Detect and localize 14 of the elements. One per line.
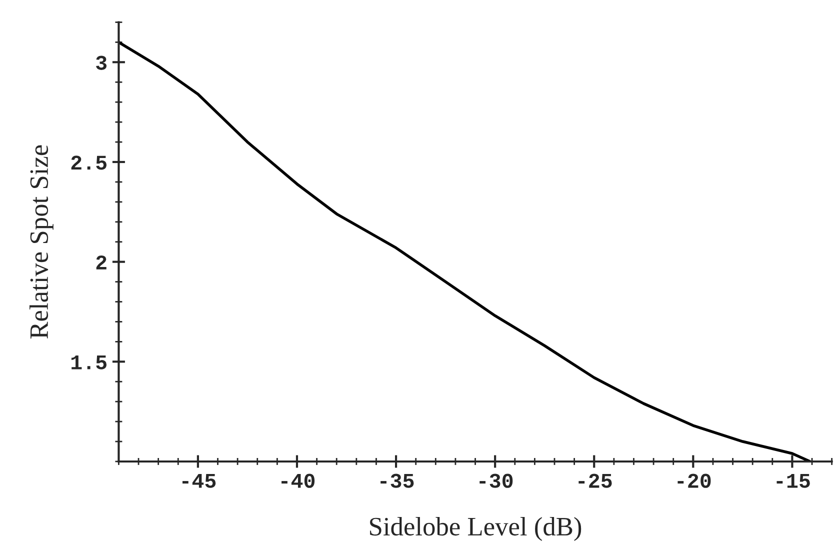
y-tick-label: 3 <box>96 56 107 70</box>
x-tick-label: -45 <box>182 474 216 488</box>
x-tick-label: -25 <box>578 474 612 488</box>
line-series <box>118 40 812 462</box>
y-tick-label: 1.5 <box>71 355 107 370</box>
x-axis-title: Sidelobe Level (dB) <box>370 517 582 541</box>
y-tick-label: 2.5 <box>71 156 107 170</box>
x-tick-label: -40 <box>282 474 315 488</box>
y-axis-title: Relative Spot Size <box>29 145 54 339</box>
y-tick-label: 2 <box>96 255 106 270</box>
x-tick-label: -30 <box>480 474 513 488</box>
x-tick-label: -20 <box>678 474 711 488</box>
x-tick-label: -35 <box>380 474 414 488</box>
x-tick-label: -15 <box>776 474 810 488</box>
